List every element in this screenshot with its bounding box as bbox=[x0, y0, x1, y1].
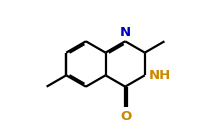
Text: NH: NH bbox=[149, 69, 171, 81]
Text: O: O bbox=[120, 110, 132, 123]
Text: N: N bbox=[120, 26, 131, 39]
